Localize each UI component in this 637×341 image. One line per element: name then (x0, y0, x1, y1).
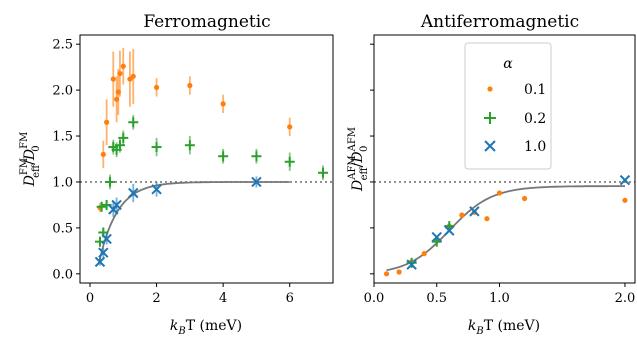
x-b (94, 256, 106, 268)
x-tick-label-0: 0.0 (364, 291, 385, 306)
data-point-dot (153, 84, 160, 90)
data-point-dot (622, 197, 628, 203)
fit-curve (386, 185, 625, 272)
xlabel-antiferromagnetic: kBT (meV) (468, 318, 540, 337)
legend-label-0.2: 0.2 (524, 111, 546, 127)
x-tick-label-1: 0.5 (426, 291, 447, 306)
legend-label-0.1: 0.1 (524, 82, 546, 98)
y-tick-label-0: 0.0 (52, 267, 73, 282)
data-point-plus (151, 142, 162, 153)
y-tick-label-1: 0.5 (52, 221, 73, 236)
data-point-dot (187, 82, 193, 89)
panel-ferromagnetic: Ferromagnetic 0 2 4 6 0.0 0.5 1.0 1.5 2.0 2.5 kBT… (19, 12, 334, 337)
data-point-plus (251, 151, 262, 162)
series-alpha-0.1 (97, 47, 293, 213)
panel-antiferromagnetic: Antiferromagnetic 0.0 0.5 1.0 2.0 kBT (meV)… (347, 12, 636, 337)
data-point-plus (318, 167, 329, 178)
x-b (151, 184, 162, 195)
y-tick-label-4: 2.0 (52, 84, 73, 99)
x-b (251, 176, 262, 188)
legend-title: α (503, 56, 513, 72)
x-b (101, 233, 112, 245)
panel-1-layer: 0.0 0.5 1.0 2.0 (364, 43, 636, 306)
data-point-dot (421, 251, 427, 257)
data-point-dot (220, 101, 226, 107)
data-point-x (444, 225, 455, 236)
data-point-x (431, 231, 442, 243)
data-point-plus (218, 151, 229, 162)
x-b (98, 247, 109, 258)
y-tick-label-2: 1.0 (52, 175, 73, 190)
data-point-dot (459, 212, 465, 218)
x-tick-label-0: 0 (86, 291, 94, 306)
x-tick-label-3: 2.0 (615, 291, 636, 306)
data-point-x (406, 259, 417, 270)
y-tick-label-5: 2.5 (52, 38, 73, 53)
title-antiferromagnetic: Antiferromagnetic (420, 12, 579, 32)
data-point-x (469, 206, 480, 217)
data-point-dot (100, 151, 106, 158)
data-point-x (111, 199, 122, 211)
x-b (111, 199, 122, 211)
series-alpha-0.2 (94, 114, 329, 247)
data-point-dot (117, 70, 123, 77)
data-point-dot (484, 216, 490, 222)
data-point-plus (184, 140, 195, 151)
data-point-dot (521, 195, 528, 202)
ylabel-antiferromagnetic: DAFMeff/DAFM0 (347, 127, 370, 192)
data-point-plus (128, 117, 139, 128)
legend-box (464, 42, 552, 170)
series-alpha-1.0 (94, 176, 262, 268)
x-b (469, 206, 480, 217)
data-point-x (619, 174, 631, 186)
axes-frame-ferromagnetic (79, 34, 334, 284)
x-b (431, 231, 442, 243)
data-point-x (94, 256, 106, 268)
legend-label-1.0: 1.0 (524, 139, 546, 155)
legend: α 0.1 0.2 1.0 (464, 42, 552, 170)
x-b (406, 259, 417, 270)
data-point-dot (496, 190, 503, 196)
x-tick-label-2: 1.0 (489, 291, 510, 306)
legend-marker-dot (487, 86, 493, 92)
x-tick-label-2: 4 (219, 291, 227, 306)
fit-curve (98, 181, 290, 264)
x-b (444, 225, 455, 236)
data-point-x (128, 187, 139, 199)
xlabel-ferromagnetic: kBT (meV) (170, 318, 242, 337)
data-point-plus (96, 201, 107, 212)
data-point-x (101, 233, 112, 245)
data-point-x (98, 247, 109, 258)
x-b (619, 174, 631, 186)
data-point-dot (110, 76, 116, 82)
x-tick-label-3: 6 (286, 291, 294, 306)
data-point-dot (383, 271, 390, 277)
ylabel-ferromagnetic: DFMeff/DFM0 (19, 132, 42, 188)
data-point-dot (396, 269, 402, 275)
data-point-plus (118, 132, 129, 143)
panel-0-layer: 0 2 4 6 0.0 0.5 1.0 1.5 2.0 2.5 (52, 38, 333, 306)
data-point-plus (104, 176, 115, 187)
data-point-plus (284, 156, 295, 167)
data-point-dot (287, 124, 293, 130)
x-b (128, 187, 139, 199)
axes-frame-antiferromagnetic (373, 34, 636, 284)
y-tick-label-3: 1.5 (52, 130, 73, 145)
legend-marker-plus (484, 112, 496, 124)
series-alpha-1.0 (406, 174, 631, 270)
data-point-x (151, 184, 162, 195)
data-point-x (251, 176, 262, 188)
data-point-dot (120, 63, 126, 69)
data-point-plus (101, 199, 112, 210)
title-ferromagnetic: Ferromagnetic (143, 12, 270, 32)
data-point-dot (130, 73, 136, 79)
series-alpha-0.1 (383, 190, 628, 277)
x-tick-label-1: 2 (152, 291, 160, 306)
data-point-plus (406, 257, 417, 268)
legend-marker-x (484, 140, 496, 152)
data-point-dot (104, 119, 110, 125)
